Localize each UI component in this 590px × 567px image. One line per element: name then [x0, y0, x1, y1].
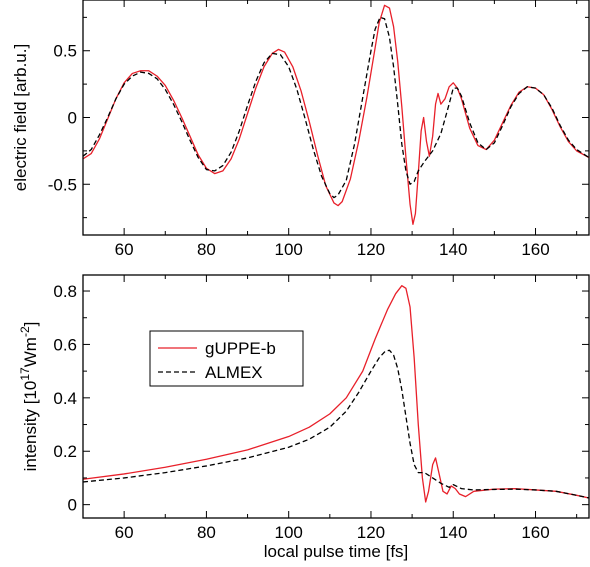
series-line-guppe-b — [83, 285, 590, 503]
bottom-series-group — [83, 285, 590, 503]
top-plot-frame — [82, 0, 590, 236]
x-tick-label: 100 — [275, 240, 303, 259]
x-tick-label: 140 — [439, 240, 467, 259]
legend-label-gUPPE-b: gUPPE-b — [205, 339, 276, 358]
top-y-axis-label: electric field [arb.u.] — [11, 44, 30, 191]
x-tick-label: 60 — [115, 523, 134, 542]
top-axis-ticks: 60 80 100 120 140 160 -0.5 0 0.5 — [48, 0, 589, 259]
panel-intensity: 60 80 100 120 140 160 0 0.2 0.4 0.6 0.8 intensity … — [18, 274, 590, 561]
y-tick-label: 0.2 — [53, 442, 77, 461]
x-tick-label: 140 — [439, 523, 467, 542]
x-tick-label: 100 — [275, 523, 303, 542]
x-tick-label: 80 — [197, 240, 216, 259]
series-line-guppe-b — [83, 4, 590, 225]
x-axis-label: local pulse time [fs] — [264, 542, 409, 561]
series-line-almex — [83, 349, 590, 499]
bottom-y-axis-label: intensity [1017Wm-2] — [18, 322, 40, 472]
x-tick-label: 120 — [357, 523, 385, 542]
ylabel-sup1: 17 — [18, 367, 32, 381]
y-tick-label: 0.5 — [53, 42, 77, 61]
x-tick-label: 160 — [521, 240, 549, 259]
y-tick-label: -0.5 — [48, 175, 77, 194]
y-tick-label: 0 — [68, 496, 77, 515]
x-tick-label: 60 — [115, 240, 134, 259]
bottom-plot-frame — [82, 274, 590, 519]
legend: gUPPE-b ALMEX — [149, 330, 304, 387]
y-tick-label: 0 — [68, 109, 77, 128]
y-tick-label: 0.6 — [53, 335, 77, 354]
x-tick-label: 80 — [197, 523, 216, 542]
ylabel-mid: Wm — [21, 337, 40, 367]
ylabel-main: intensity [10 — [21, 381, 40, 472]
legend-label-ALMEX: ALMEX — [205, 363, 263, 382]
ylabel-sup2: -2 — [18, 326, 32, 337]
top-series-group — [83, 4, 590, 225]
x-tick-label: 160 — [521, 523, 549, 542]
y-tick-label: 0.4 — [53, 389, 77, 408]
bottom-axis-ticks: 60 80 100 120 140 160 0 0.2 0.4 0.6 0.8 — [53, 275, 589, 542]
ylabel-end: ] — [21, 322, 40, 327]
legend-box — [149, 330, 304, 387]
series-line-almex — [83, 16, 590, 199]
y-tick-label: 0.8 — [53, 282, 77, 301]
panel-electric-field: 60 80 100 120 140 160 -0.5 0 0.5 electric field … — [11, 0, 590, 259]
x-tick-label: 120 — [357, 240, 385, 259]
